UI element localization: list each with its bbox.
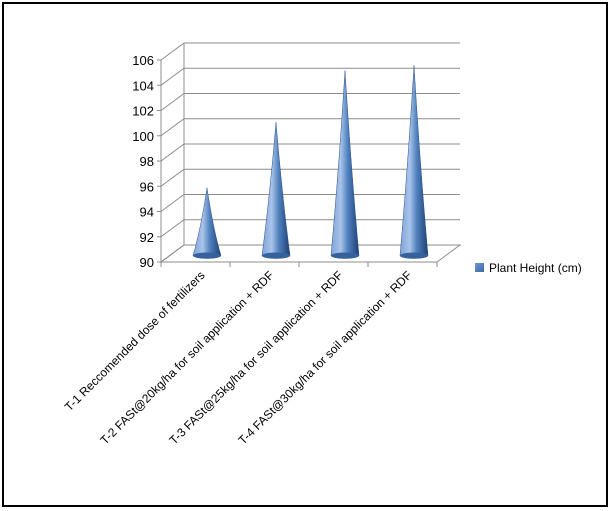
gridline: [160, 194, 460, 212]
y-tick-label: 100: [132, 129, 154, 144]
cone-base: [262, 252, 290, 259]
chart-frame: [2, 2, 608, 507]
gridline: [160, 143, 460, 162]
y-tick-label: 90: [140, 255, 154, 270]
cone-3: [330, 70, 360, 259]
x-axis: [160, 262, 438, 267]
cone-base: [331, 252, 359, 259]
plot-walls: [159, 42, 462, 263]
gridline: [160, 93, 460, 111]
cone-body: [261, 122, 291, 259]
y-tick-label: 106: [132, 53, 154, 68]
cone-body: [330, 70, 360, 259]
y-tick-label: 92: [140, 230, 154, 245]
y-tick-label: 96: [140, 179, 154, 194]
gridline: [160, 42, 460, 61]
cone-body: [399, 65, 429, 259]
y-axis-ticks: 90 92 94 96 98 100 102 104 106: [132, 53, 161, 270]
cone-2: [261, 122, 291, 259]
gridline: [160, 168, 460, 187]
y-tick-label: 98: [140, 154, 154, 169]
cone-base: [193, 252, 221, 259]
cone-1: [192, 187, 222, 259]
cone-body: [192, 187, 222, 259]
gridline: [160, 244, 460, 263]
legend-label: Plant Height (cm): [489, 261, 582, 275]
gridline: [160, 219, 460, 238]
x-category-label: T-1 Reccomended dose of fertilizers: [62, 268, 208, 414]
legend-swatch: [475, 263, 484, 272]
y-tick-label: 102: [132, 104, 154, 119]
gridline: [160, 118, 460, 137]
y-tick-label: 94: [140, 205, 154, 220]
cone-4: [399, 65, 429, 259]
cones: [192, 65, 429, 259]
gridline: [160, 67, 460, 86]
cone-base: [400, 252, 428, 259]
legend: Plant Height (cm): [475, 261, 582, 275]
y-tick-label: 104: [132, 78, 154, 93]
